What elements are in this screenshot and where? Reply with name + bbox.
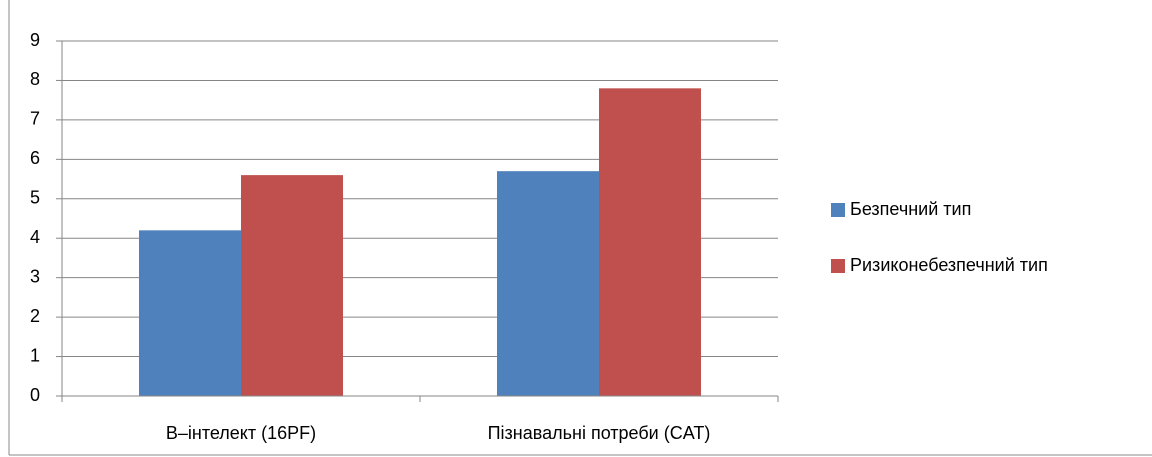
legend-label: Ризиконебезпечний тип (850, 255, 1048, 275)
y-tick-label: 8 (30, 69, 40, 89)
y-tick-label: 6 (30, 148, 40, 168)
legend-swatch (831, 259, 845, 273)
bar (139, 230, 241, 396)
y-tick-label: 7 (30, 109, 40, 129)
y-tick-label: 2 (30, 306, 40, 326)
legend-label: Безпечний тип (850, 199, 971, 219)
x-tick-label: B–інтелект (16PF) (166, 423, 316, 443)
x-tick-label: Пізнавальні потреби (CAT) (488, 423, 711, 443)
bar (497, 171, 599, 396)
y-tick-label: 5 (30, 188, 40, 208)
y-tick-label: 0 (30, 385, 40, 405)
legend-swatch (831, 203, 845, 217)
y-tick-label: 4 (30, 227, 40, 247)
bar (241, 175, 343, 396)
y-tick-label: 3 (30, 266, 40, 286)
y-tick-label: 9 (30, 30, 40, 50)
y-tick-label: 1 (30, 345, 40, 365)
bar (599, 88, 701, 396)
